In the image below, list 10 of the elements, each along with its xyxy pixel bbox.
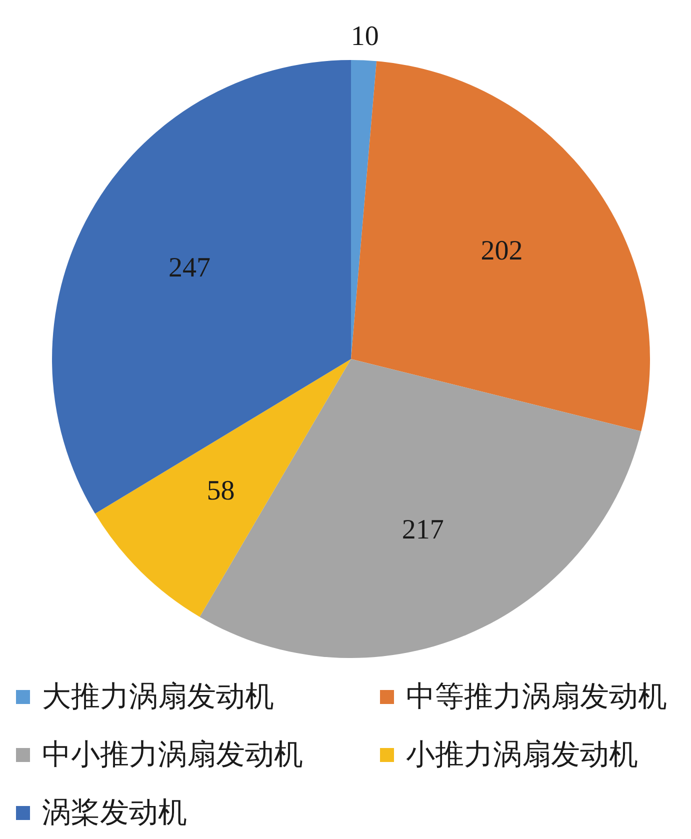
- data-label: 217: [402, 514, 444, 546]
- legend-label: 小推力涡扇发动机: [406, 739, 638, 771]
- legend-label: 中小推力涡扇发动机: [42, 739, 303, 771]
- legend-label: 涡桨发动机: [42, 797, 187, 829]
- legend-label: 中等推力涡扇发动机: [406, 681, 667, 713]
- data-label: 202: [480, 236, 523, 267]
- data-label: 10: [350, 20, 379, 52]
- legend-label: 大推力涡扇发动机: [42, 681, 274, 713]
- data-label: 247: [168, 252, 211, 284]
- data-label: 58: [206, 475, 235, 506]
